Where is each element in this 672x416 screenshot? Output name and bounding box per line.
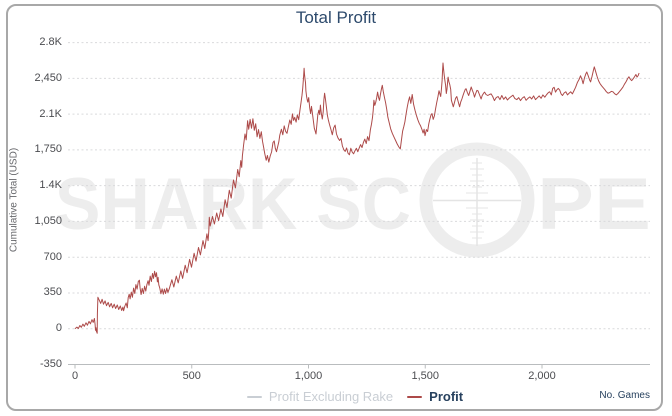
chart-title: Total Profit <box>295 8 377 27</box>
y-tick-label: -350 <box>39 358 62 370</box>
watermark-text-right: PE <box>537 164 651 245</box>
x-axis-title: No. Games <box>599 390 650 401</box>
y-tick-label: 1,750 <box>34 143 62 156</box>
y-axis-title: Cumulative Total (USD) <box>8 147 20 253</box>
y-tick-label: 350 <box>43 286 62 299</box>
scope-reticle-crosshair <box>433 158 521 246</box>
y-tick-label: 2.1K <box>39 107 62 120</box>
watermark-text-left: SHARK SC <box>55 164 411 245</box>
y-tick-label: 1.4K <box>39 179 62 192</box>
y-tick-label: 700 <box>43 250 62 263</box>
y-tick-label: 2.8K <box>39 36 62 49</box>
y-tick-label: 2,450 <box>34 71 62 84</box>
legend-line-profit-excluding-rake <box>246 395 262 398</box>
x-tick-label: 0 <box>71 370 79 382</box>
y-tick-label: 0 <box>55 322 62 335</box>
y-tick-label: 1,050 <box>34 214 62 227</box>
profit-line <box>74 62 640 334</box>
x-tick-label: 1,000 <box>294 370 323 382</box>
legend-line-profit <box>407 395 423 398</box>
legend-label-profit-excluding-rake[interactable]: Profit Excluding Rake <box>268 389 394 404</box>
x-tick-label: 500 <box>182 370 201 382</box>
legend-label-profit[interactable]: Profit <box>429 389 464 404</box>
legend: Profit Excluding Rake Profit <box>19 389 672 404</box>
scope-reticle-ring <box>419 142 535 258</box>
x-tick-label: 2,000 <box>528 370 556 382</box>
chart-border <box>6 4 663 411</box>
x-tick-label: 1,500 <box>411 370 440 382</box>
